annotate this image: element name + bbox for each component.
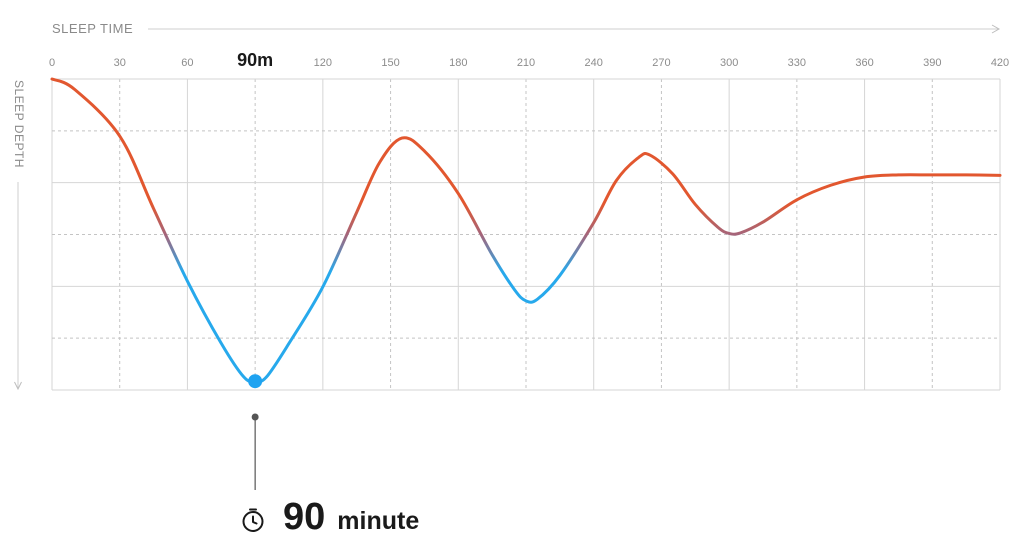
x-tick-label: 300 [720, 57, 738, 69]
grid [51, 78, 1001, 391]
duration-readout: 90 minute [240, 496, 419, 539]
x-tick-label: 360 [855, 57, 873, 69]
y-axis-title: SLEEP DEPTH [12, 80, 26, 168]
duration-unit: minute [337, 507, 420, 535]
x-tick-label: 390 [923, 57, 941, 69]
x-tick-label: 60 [181, 57, 193, 69]
x-axis-title: SLEEP TIME [52, 21, 134, 36]
x-tick-label: 420 [991, 57, 1009, 69]
x-tick-label: 0 [49, 57, 55, 69]
x-tick-label: 240 [585, 57, 603, 69]
highlight-point[interactable] [248, 374, 263, 389]
duration-value: 90 [283, 496, 326, 538]
sleep-depth-curve [50, 77, 1002, 384]
x-tick-label: 90m [237, 50, 273, 70]
x-tick-label: 270 [652, 57, 670, 69]
y-axis-arrow [14, 182, 22, 391]
stopwatch-icon [242, 508, 264, 532]
x-tick-labels: 0 30 60 90m 120 150 180 210 240 270 300 330 360 390 42… [49, 50, 1009, 70]
highlight-anchor-dot [251, 413, 259, 421]
x-tick-label: 180 [449, 57, 467, 69]
x-tick-label: 210 [517, 57, 535, 69]
x-axis-arrow [148, 24, 1001, 34]
x-tick-label: 120 [314, 57, 332, 69]
x-tick-label: 150 [381, 57, 399, 69]
x-tick-label: 30 [114, 57, 126, 69]
x-tick-label: 330 [788, 57, 806, 69]
